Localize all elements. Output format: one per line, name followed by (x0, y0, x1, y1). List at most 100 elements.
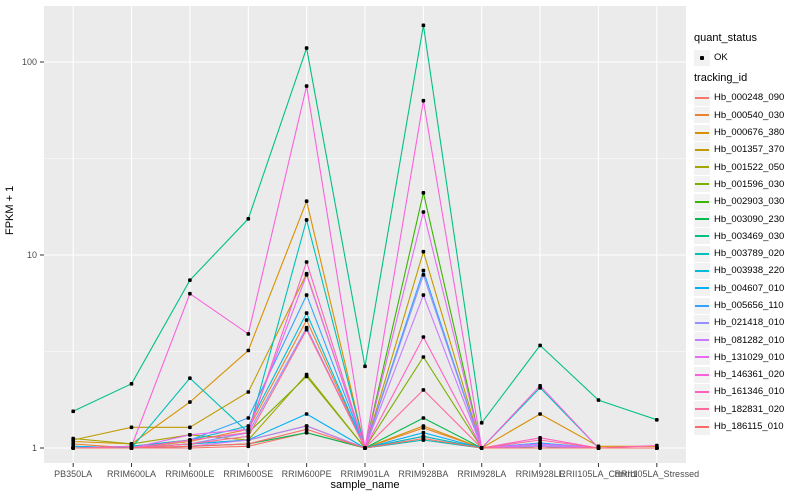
data-point (421, 210, 426, 214)
data-point (304, 327, 309, 332)
legend-item-label: Hb_000676_380 (714, 127, 785, 139)
series-color-key-icon (694, 262, 710, 279)
data-point (304, 46, 309, 50)
y-axis-title: FPKM + 1 (4, 185, 16, 235)
legend-item-label: Hb_161346_010 (714, 386, 785, 398)
data-point (596, 398, 601, 402)
data-point (246, 434, 251, 439)
data-point (246, 416, 251, 420)
legend-item-Hb_004607_010: Hb_004607_010 (694, 280, 798, 297)
data-point (421, 355, 426, 359)
data-point (479, 446, 484, 450)
data-point (655, 418, 659, 422)
legend-item-Hb_000540_030: Hb_000540_030 (694, 107, 798, 124)
y-tick-label: 100 (22, 57, 37, 67)
legend-item-Hb_005656_110: Hb_005656_110 (694, 297, 798, 314)
y-tick-label: 10 (27, 250, 37, 260)
data-point (304, 218, 309, 222)
legend: quant_status OK tracking_id Hb_000248_09… (694, 26, 798, 435)
legend-item-Hb_161346_010: Hb_161346_010 (694, 383, 798, 400)
data-point (71, 446, 75, 450)
series-color-key-icon (694, 124, 710, 141)
data-point (304, 84, 309, 88)
legend-item-label: Hb_002903_030 (714, 196, 785, 208)
data-point (304, 412, 309, 416)
series-color-key-icon (694, 418, 710, 435)
x-tick-label: RRIM600PE (282, 469, 332, 479)
x-tick-label: RRII105LA_Stressed (615, 469, 700, 479)
data-point (246, 424, 251, 428)
data-point (421, 23, 426, 28)
x-tick-label: RRIM600SE (223, 469, 273, 479)
x-tick-label: RRIM928LE (516, 469, 565, 479)
legend-item-label: Hb_003090_230 (714, 213, 785, 225)
legend-item-Hb_131029_010: Hb_131029_010 (694, 349, 798, 366)
legend-item-ok: OK (694, 49, 798, 66)
legend-item-label: Hb_021418_010 (714, 317, 785, 329)
data-point (304, 311, 309, 315)
legend-item-label: Hb_081282_010 (714, 334, 785, 346)
tracking-id-legend-entries: Hb_000248_090 Hb_000540_030 Hb_000676_380 H… (694, 89, 798, 435)
legend-item-label: Hb_003789_020 (714, 248, 785, 260)
x-axis-title: sample_name (330, 479, 400, 491)
legend-item-label: Hb_182831_020 (714, 403, 785, 415)
data-point (304, 427, 309, 432)
data-point (71, 409, 75, 414)
data-point (304, 273, 309, 277)
data-point (421, 388, 426, 392)
data-point (71, 436, 75, 441)
series-color-key-icon (694, 383, 710, 400)
series-color-key-icon (694, 89, 710, 106)
legend-item-label: Hb_004607_010 (714, 282, 785, 294)
data-point (188, 278, 192, 282)
legend-item-label: Hb_003938_220 (714, 265, 785, 277)
x-tick-label: RRIM901LA (340, 469, 389, 479)
data-point (538, 446, 542, 450)
legend-item-label: Hb_186115_010 (714, 421, 784, 433)
data-point (538, 438, 542, 442)
data-point (188, 444, 192, 449)
data-point (129, 382, 134, 386)
data-point (188, 400, 192, 404)
x-tick-label: RRIM600LA (107, 469, 156, 479)
data-point (421, 273, 426, 277)
legend-item-Hb_000248_090: Hb_000248_090 (694, 89, 798, 106)
data-point (246, 348, 251, 353)
series-color-key-icon (694, 366, 710, 383)
series-color-key-icon (694, 280, 710, 297)
legend-item-label: Hb_131029_010 (714, 351, 785, 363)
data-point (304, 293, 309, 297)
data-point (188, 291, 192, 296)
data-point (246, 217, 251, 221)
series-color-key-icon (694, 349, 710, 366)
x-tick-label: RRIM928LA (457, 469, 506, 479)
data-point (421, 98, 426, 103)
legend-item-Hb_081282_010: Hb_081282_010 (694, 331, 798, 349)
x-tick-label: RRIM928BA (398, 469, 448, 479)
legend-item-Hb_021418_010: Hb_021418_010 (694, 314, 798, 331)
legend-item-Hb_003469_030: Hb_003469_030 (694, 228, 798, 245)
x-tick-label: RRII105LA_Control (559, 469, 637, 479)
data-point (421, 436, 426, 441)
data-point (596, 446, 601, 450)
data-point (129, 446, 134, 450)
legend-item-Hb_146361_020: Hb_146361_020 (694, 366, 798, 383)
legend-title-quant-status: quant_status (694, 32, 757, 44)
data-point (421, 293, 426, 297)
legend-item-Hb_003789_020: Hb_003789_020 (694, 245, 798, 262)
series-color-key-icon (694, 314, 710, 331)
data-point (538, 412, 542, 416)
data-point (304, 374, 309, 379)
series-color-key-icon (694, 332, 710, 349)
data-point (246, 390, 251, 394)
series-color-key-icon (694, 107, 710, 124)
legend-item-label: OK (714, 52, 728, 64)
data-point (421, 249, 426, 254)
legend-item-Hb_003938_220: Hb_003938_220 (694, 262, 798, 279)
data-point (304, 260, 309, 264)
legend-item-label: Hb_001596_030 (714, 178, 785, 190)
y-tick-label: 1 (32, 443, 37, 453)
data-point (421, 268, 426, 273)
